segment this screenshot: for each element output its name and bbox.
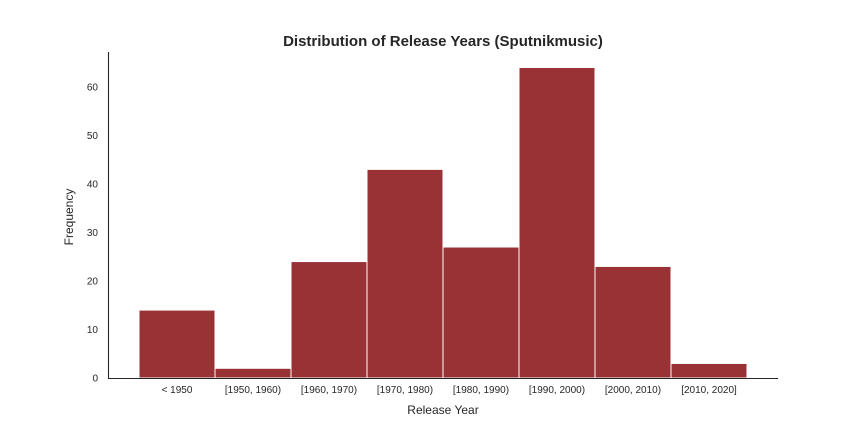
bar-0 [138,309,216,379]
bar-2 [290,261,368,379]
y-tick-label: 10 [87,325,99,336]
bar-5 [518,67,596,379]
x-tick-label: [1980, 1990) [453,385,509,396]
ticks-layer: < 1950 [1950, 1960) [1960, 1970) [1970, 198… [87,82,737,396]
y-tick-label: 60 [87,82,99,93]
bar-4 [442,246,520,379]
x-tick-label: [1950, 1960) [225,385,281,396]
bar-7 [670,362,748,379]
y-tick-label: 0 [92,374,98,385]
y-tick-label: 50 [87,131,99,142]
x-axis-label: Release Year [407,403,478,417]
x-tick-label: [2010, 2020] [681,385,737,396]
bar-6 [594,265,672,379]
bar-1 [214,367,292,379]
y-tick-label: 40 [87,179,99,190]
bar-3 [366,168,444,379]
bars-layer [138,67,748,379]
y-tick-label: 20 [87,276,99,287]
x-tick-label: [2000, 2010) [605,385,661,396]
y-tick-label: 30 [87,228,99,239]
x-tick-label: [1990, 2000) [529,385,585,396]
x-tick-label: < 1950 [162,385,193,396]
y-axis-label: Frequency [62,189,76,246]
x-tick-label: [1960, 1970) [301,385,357,396]
x-tick-label: [1970, 1980) [377,385,433,396]
chart-title: Distribution of Release Years (Sputnikmu… [283,33,603,50]
